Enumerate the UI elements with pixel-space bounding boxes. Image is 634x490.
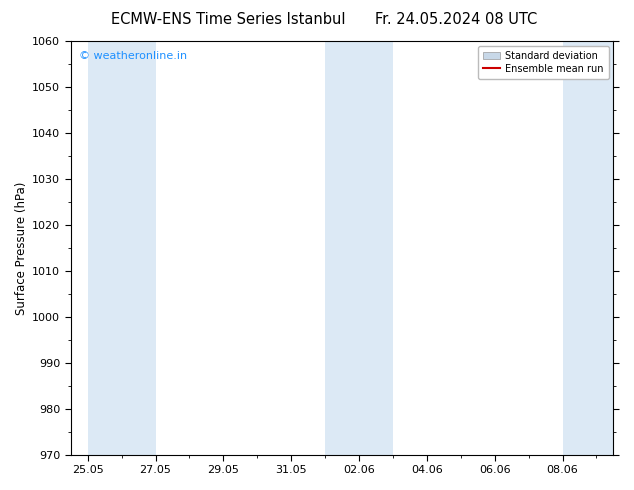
Bar [87,41,155,455]
Legend: Standard deviation, Ensemble mean run: Standard deviation, Ensemble mean run [478,46,609,78]
Text: Fr. 24.05.2024 08 UTC: Fr. 24.05.2024 08 UTC [375,12,538,27]
Bar [562,41,614,455]
Text: © weatheronline.in: © weatheronline.in [79,51,187,61]
Bar [325,41,393,455]
Y-axis label: Surface Pressure (hPa): Surface Pressure (hPa) [15,181,28,315]
Text: ECMW-ENS Time Series Istanbul: ECMW-ENS Time Series Istanbul [111,12,346,27]
